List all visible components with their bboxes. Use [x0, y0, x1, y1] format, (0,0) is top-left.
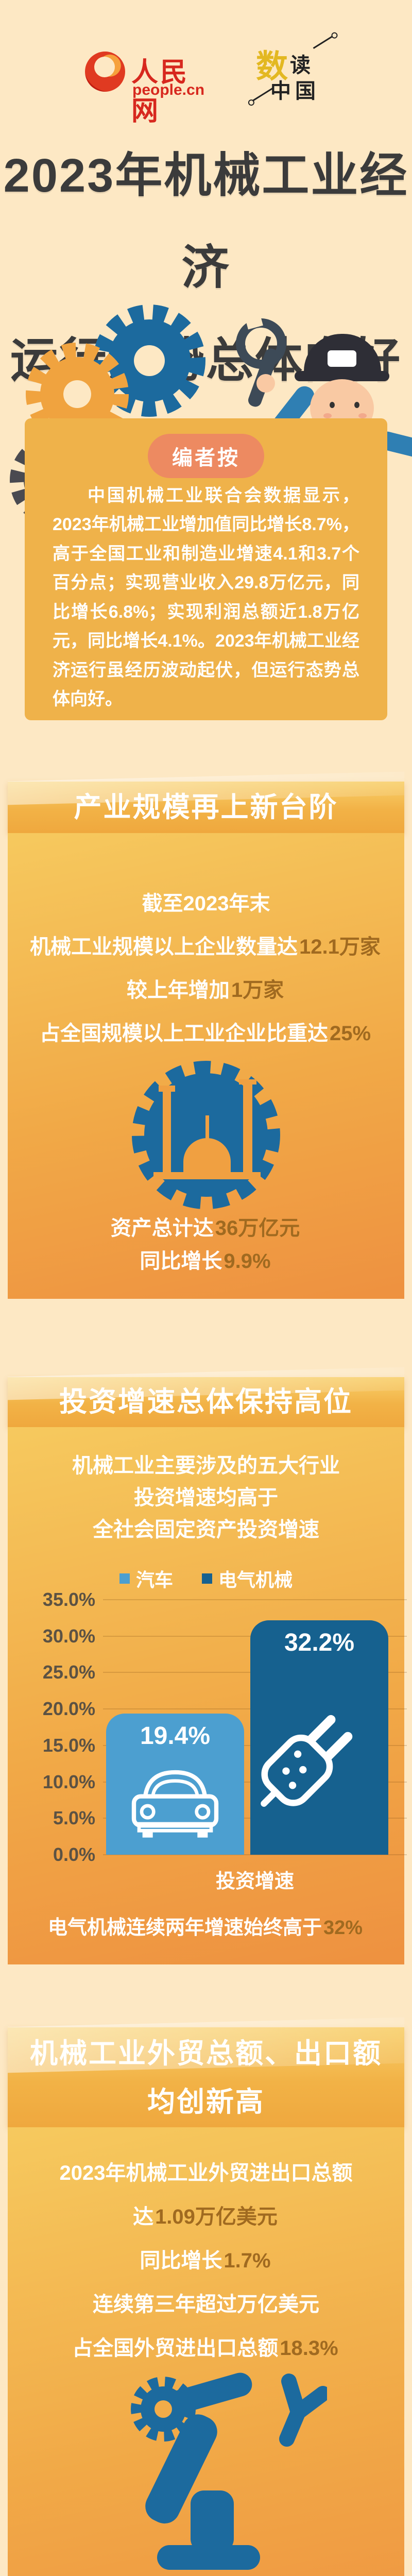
legend-label: 电气机械	[218, 1569, 293, 1590]
desc-line: 机械工业主要涉及的五大行业	[72, 1454, 340, 1477]
section3-panel: 2023年机械工业外贸进出口总额 达1.09万亿美元 同比增长1.7% 连续第三…	[8, 2127, 404, 2576]
stat-line: 资产总计达36万亿元	[110, 1217, 300, 1240]
pen-stroke-icon	[313, 35, 334, 49]
stat-line: 较上年增加1万家	[126, 979, 284, 1002]
editor-note-badge: 编者按	[148, 434, 264, 478]
section3-lines: 2023年机械工业外贸进出口总额 达1.09万亿美元 同比增长1.7% 连续第三…	[8, 2151, 404, 2370]
section3-title-line1: 机械工业外贸总额、出口额	[30, 2038, 382, 2069]
page-title-line1: 2023年机械工业经济	[3, 149, 409, 295]
car-icon	[131, 1770, 219, 1838]
people-cn-logo-domain: people.cn	[132, 81, 205, 98]
section2-footnote: 电气机械连续两年增速始终高于32%	[8, 1913, 404, 1942]
stat-line: 电气机械连续两年增速始终高于32%	[47, 1917, 363, 1939]
section3-stats: 出口额7830.2亿美元 同比增长5.8% 占全国外贸出口额23.2%	[8, 2571, 404, 2576]
legend-label: 汽车	[135, 1569, 173, 1590]
claw-icon	[279, 2374, 327, 2447]
bar-value-label: 19.4%	[140, 1722, 211, 1750]
x-axis-label: 投资增速	[215, 1871, 294, 1892]
data-china-line2: 中国	[270, 80, 320, 103]
legend-item-auto: 汽车	[119, 1565, 173, 1592]
stat-line: 连续第三年超过万亿美元	[93, 2293, 319, 2316]
y-tick-label: 35.0%	[42, 1589, 95, 1610]
robot-arm-illustration	[131, 2372, 327, 2570]
section1-title: 产业规模再上新台阶	[74, 792, 338, 823]
people-cn-logo: 人民网 people.cn	[85, 47, 205, 126]
legend-item-electrical: 电气机械	[202, 1565, 293, 1592]
worker-eye	[354, 402, 359, 408]
editor-note-text: 中国机械工业联合会数据显示，2023年机械工业增加值同比增长8.7%，高于全国工…	[53, 486, 359, 709]
section1-panel: 截至2023年末 机械工业规模以上企业数量达12.1万家 较上年增加1万家 占全…	[8, 833, 404, 1299]
y-tick-label: 30.0%	[42, 1625, 95, 1647]
bar-value-label: 32.2%	[284, 1629, 355, 1656]
desc-line: 投资增速均高于	[134, 1486, 278, 1509]
stat-line: 占全国规模以上工业企业比重达25%	[39, 1022, 371, 1045]
factory-gear-illustration	[132, 1061, 280, 1209]
people-cn-logo-name: 人民网	[131, 58, 190, 126]
plug-icon	[261, 1715, 353, 1807]
stat-line: 2023年机械工业外贸进出口总额	[59, 2162, 353, 2184]
y-axis: 35.0% 30.0% 25.0% 20.0% 15.0% 10.0% 5.0% 0.0%	[38, 1589, 95, 1865]
people-cn-swirl-icon	[85, 52, 125, 92]
y-tick-label: 15.0%	[42, 1734, 95, 1756]
worker-cheek	[358, 413, 367, 418]
gridline	[103, 1854, 407, 1855]
worker-eye	[330, 402, 335, 408]
data-china-char-shu: 数	[256, 49, 288, 84]
stat-line: 截至2023年末	[142, 892, 270, 915]
section3-title-banner: 机械工业外贸总额、出口额 均创新高	[8, 2027, 404, 2127]
y-tick-label: 25.0%	[42, 1662, 95, 1683]
bar-electrical: 32.2%	[250, 1620, 388, 1855]
chart-plot: 19.4% 32.2%	[103, 1599, 407, 1855]
y-tick-label: 5.0%	[53, 1807, 95, 1829]
section2-title-banner: 投资增速总体保持高位	[8, 1377, 404, 1427]
stat-line: 机械工业规模以上企业数量达12.1万家	[30, 936, 381, 958]
worker-cap-lamp	[328, 350, 356, 367]
section3-title-line2: 均创新高	[147, 2087, 265, 2117]
section1-lines: 截至2023年末 机械工业规模以上企业数量达12.1万家 较上年增加1万家 占全…	[8, 882, 404, 1055]
chart-legend: 汽车 电气机械	[8, 1565, 404, 1592]
gridline	[103, 1599, 407, 1600]
legend-swatch-icon	[202, 1573, 212, 1584]
section2-title: 投资增速总体保持高位	[59, 1386, 353, 1417]
stat-line: 同比增长1.7%	[140, 2249, 271, 2272]
editor-note-box: 编者按 中国机械工业联合会数据显示，2023年机械工业增加值同比增长8.7%，高…	[25, 418, 387, 720]
y-tick-label: 0.0%	[53, 1844, 95, 1865]
worker-hand-left	[256, 374, 275, 393]
worker-cheek	[323, 413, 332, 418]
data-china-char-du: 读	[290, 54, 311, 77]
desc-line: 全社会固定资产投资增速	[93, 1518, 319, 1541]
section1-title-banner: 产业规模再上新台阶	[8, 782, 404, 833]
stat-line: 出口额7830.2亿美元	[8, 2571, 404, 2576]
legend-swatch-icon	[119, 1573, 130, 1584]
gear-icon	[93, 304, 205, 417]
bar-auto: 19.4%	[106, 1713, 244, 1855]
stat-line: 达1.09万亿美元	[133, 2206, 278, 2228]
section1-stats: 资产总计达36万亿元 同比增长9.9%	[8, 1212, 404, 1278]
stat-line: 同比增长9.9%	[140, 1250, 271, 1273]
section2-description: 机械工业主要涉及的五大行业 投资增速均高于 全社会固定资产投资增速	[8, 1450, 404, 1546]
y-tick-label: 10.0%	[42, 1771, 95, 1792]
data-china-logo: 数 读 中国	[252, 35, 334, 107]
factory-silhouette	[153, 1079, 261, 1179]
section2-panel: 机械工业主要涉及的五大行业 投资增速均高于 全社会固定资产投资增速 汽车 电气机…	[8, 1427, 407, 1964]
stat-line: 占全国外贸进出口总额18.3%	[72, 2337, 338, 2360]
y-tick-label: 20.0%	[42, 1698, 95, 1720]
worker-cap-brim	[295, 371, 389, 381]
